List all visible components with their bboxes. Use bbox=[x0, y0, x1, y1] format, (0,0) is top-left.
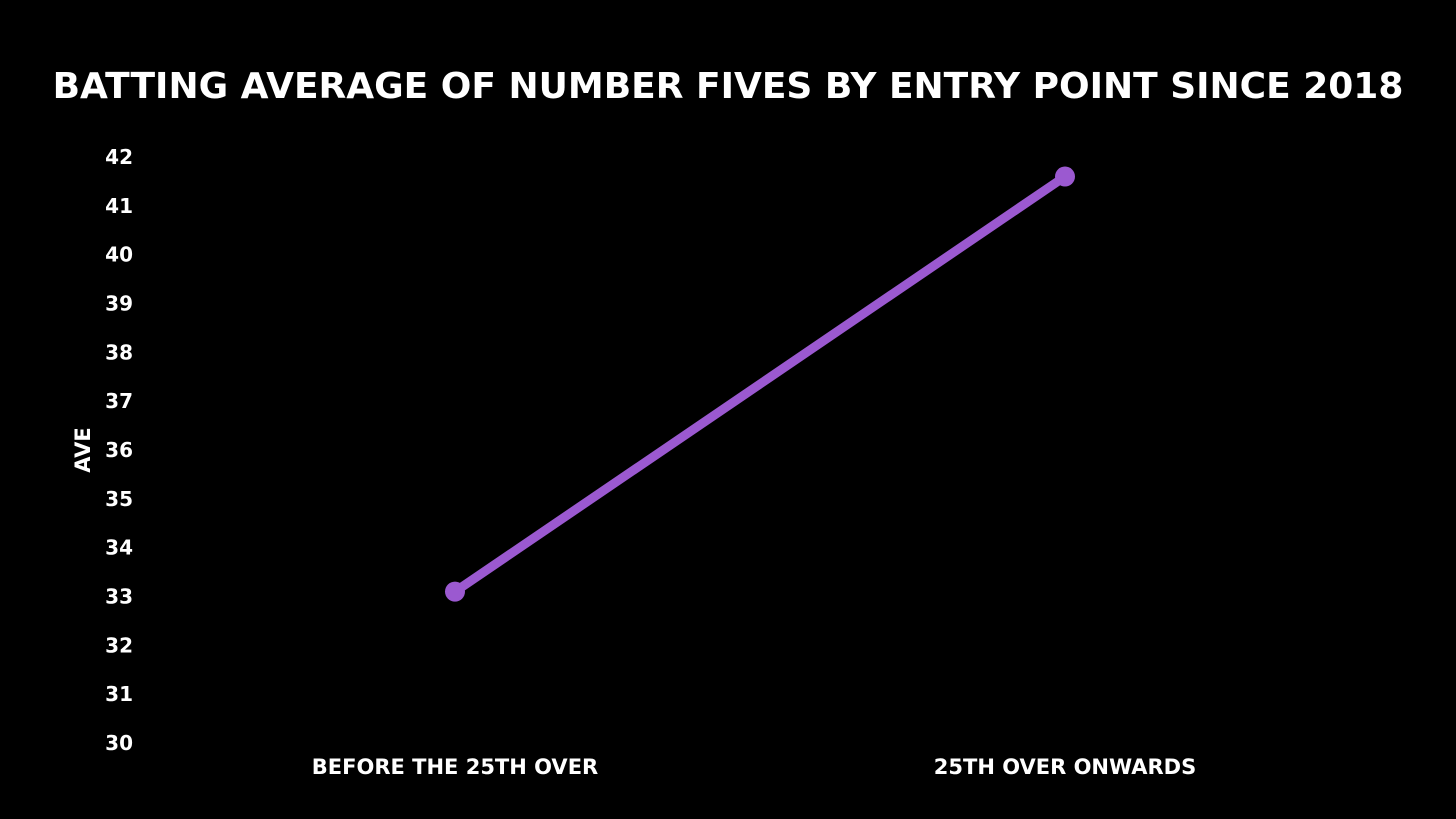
y-tick-label: 33 bbox=[105, 585, 133, 609]
x-tick-label: BEFORE THE 25TH OVER bbox=[312, 755, 598, 779]
y-tick-label: 38 bbox=[105, 340, 133, 364]
y-axis-title: AVE bbox=[71, 427, 95, 472]
y-tick-label: 39 bbox=[105, 292, 133, 316]
y-tick-label: 32 bbox=[105, 633, 133, 657]
y-tick-label: 35 bbox=[105, 487, 133, 511]
data-point bbox=[445, 581, 465, 602]
x-tick-label: 25TH OVER ONWARDS bbox=[934, 755, 1196, 779]
y-tick-label: 40 bbox=[105, 243, 133, 267]
series-layer bbox=[445, 166, 1075, 602]
y-tick-label: 37 bbox=[105, 389, 133, 413]
y-axis-ticks: 30 31 32 33 34 35 36 37 38 39 40 41 42 bbox=[105, 145, 133, 755]
series-line bbox=[450, 172, 1070, 597]
y-tick-label: 30 bbox=[105, 731, 133, 755]
y-tick-label: 31 bbox=[105, 682, 133, 706]
y-tick-label: 36 bbox=[105, 438, 133, 462]
x-axis-labels: BEFORE THE 25TH OVER 25TH OVER ONWARDS bbox=[312, 755, 1196, 779]
y-tick-label: 42 bbox=[105, 145, 133, 169]
y-tick-label: 34 bbox=[105, 536, 133, 560]
y-tick-label: 41 bbox=[105, 194, 133, 218]
chart-title: BATTING AVERAGE OF NUMBER FIVES BY ENTRY… bbox=[53, 66, 1404, 107]
data-point bbox=[1055, 166, 1075, 187]
